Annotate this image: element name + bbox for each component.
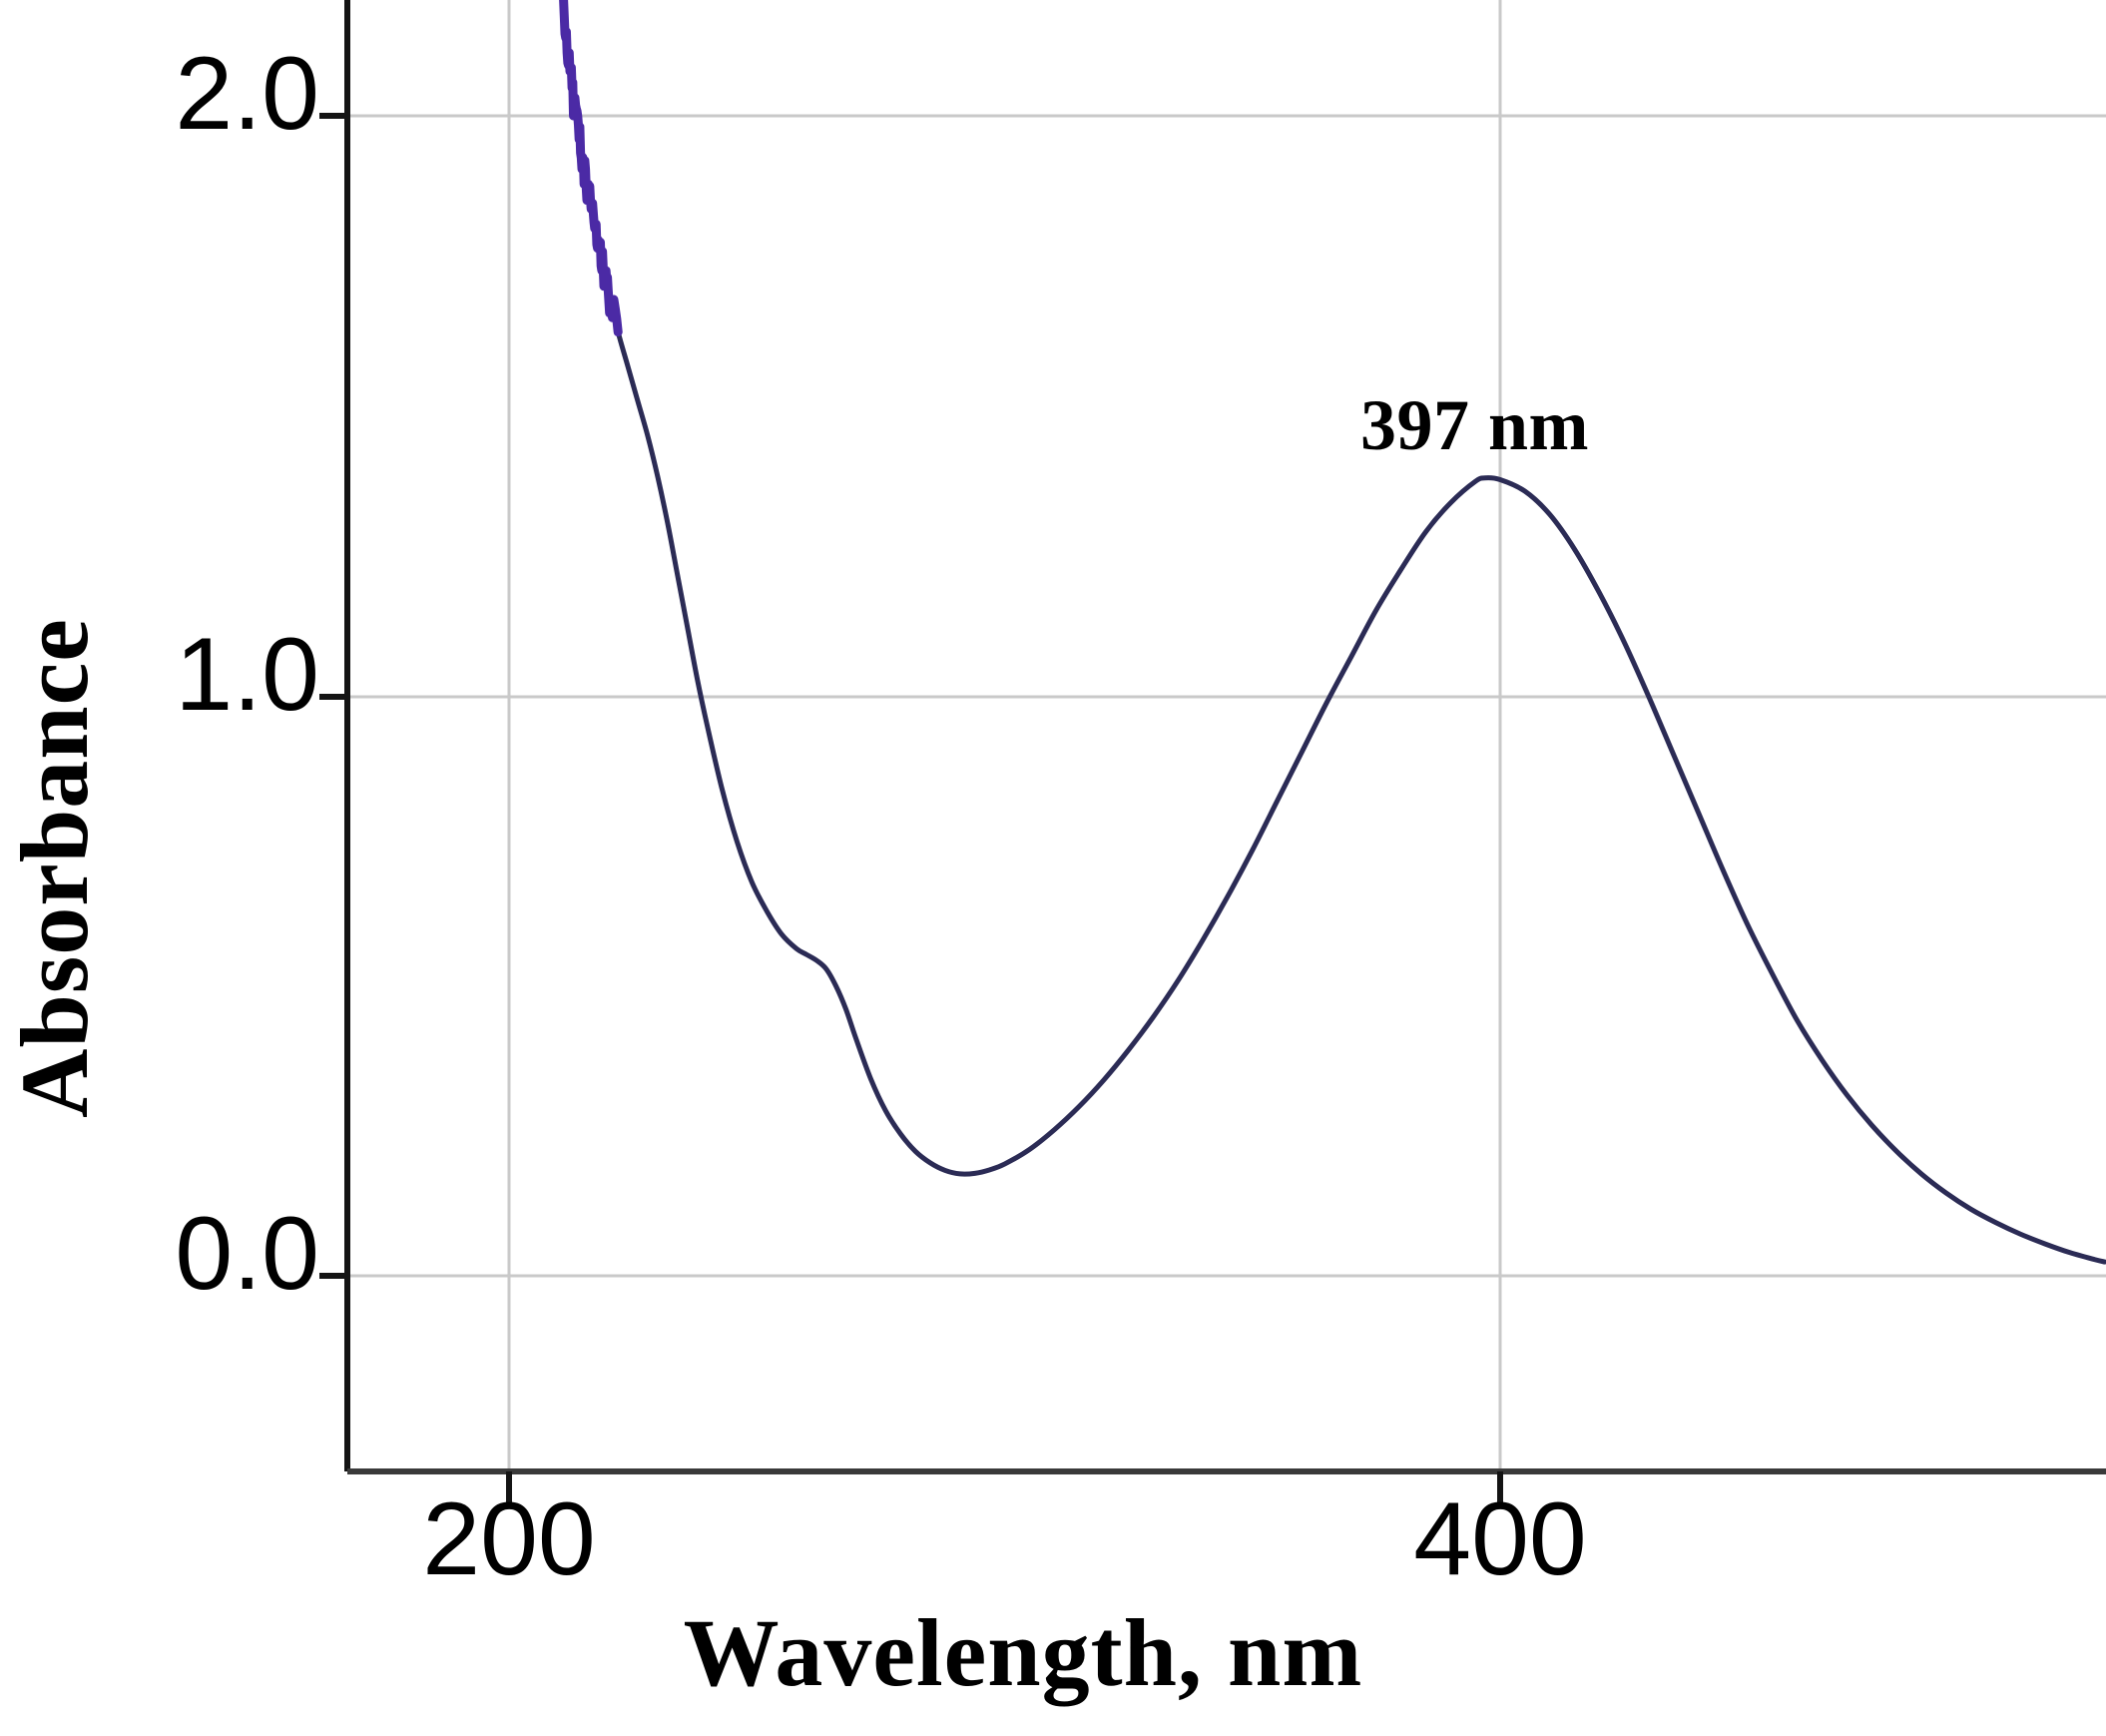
y-tick-label-1: 1.0 (175, 617, 319, 733)
x-tick-label-200: 200 (422, 1481, 596, 1597)
peak-wavelength-annotation: 397 nm (1360, 385, 1590, 465)
y-tick-marks (319, 113, 347, 1279)
y-axis-title: Absorbance (1, 618, 108, 1118)
y-tick-label-2: 2.0 (175, 36, 319, 152)
spectrum-line (561, 0, 2106, 1265)
spectrum-noisy-segment (559, 0, 623, 337)
horizontal-gridlines (347, 114, 2106, 1278)
y-tick-label-0: 0.0 (175, 1196, 319, 1312)
x-tick-marks (506, 1471, 1503, 1507)
x-tick-label-400: 400 (1413, 1481, 1587, 1597)
x-axis-title: Wavelength, nm (683, 1599, 1363, 1706)
vertical-gridlines (507, 0, 1502, 1471)
